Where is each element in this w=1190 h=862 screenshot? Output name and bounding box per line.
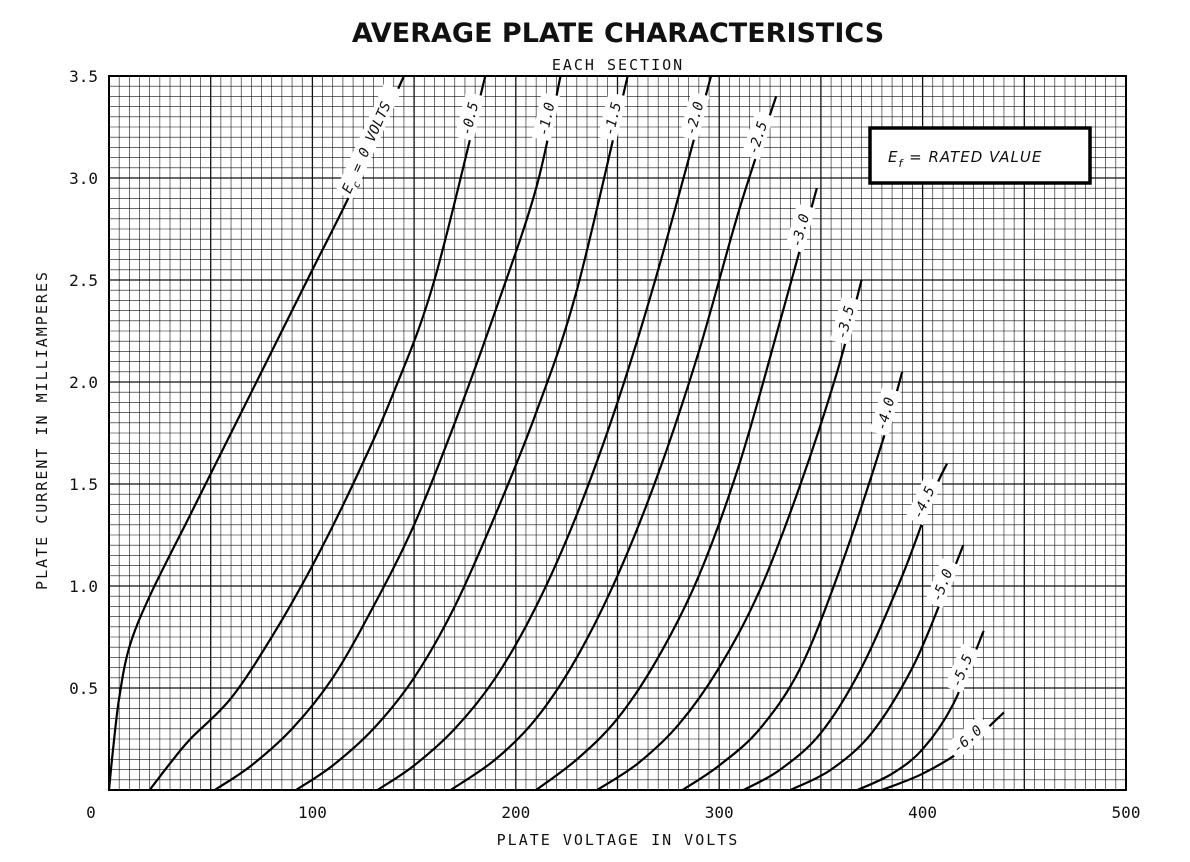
curve-label-1: -0.5 [459, 101, 483, 138]
note-prefix: E [888, 148, 898, 166]
curve-label-bg [905, 475, 943, 526]
curve-label-3: -1.5 [602, 101, 625, 138]
curve-label-8: -4.0 [874, 396, 899, 433]
y-tick-label: 3.0 [69, 169, 98, 188]
curve-series-0 [107, 75, 405, 791]
curve-series-1 [148, 75, 487, 791]
curve-label-bg [944, 643, 980, 694]
curve-label-7: -3.5 [834, 304, 858, 341]
curve-label-5: -2.5 [746, 120, 772, 157]
curve-series-3 [295, 75, 629, 791]
chart-subtitle: EACH SECTION [552, 56, 684, 74]
curve-label-bg [869, 386, 901, 437]
x-tick-label: 500 [1112, 803, 1141, 822]
chart-title: AVERAGE PLATE CHARACTERISTICS [352, 18, 884, 49]
note-text: Ef = RATED VALUE [888, 148, 1042, 170]
curve-series-6 [535, 187, 818, 791]
y-tick-label: 0.5 [69, 679, 98, 698]
curve-series-5 [450, 96, 778, 791]
note-subscript: f [898, 157, 904, 170]
curve-label-bg [944, 714, 992, 760]
plot-frame [108, 75, 1127, 791]
note-value: = RATED VALUE [903, 148, 1042, 166]
curve-label-bg [924, 558, 960, 608]
filament-note: Ef = RATED VALUE [868, 126, 1092, 185]
y-tick-label: 1.0 [69, 577, 98, 596]
curve-series-7 [596, 279, 863, 791]
curve-label-6: -3.0 [789, 212, 813, 249]
y-tick-label: 3.5 [69, 67, 98, 86]
curve-label-bg [679, 91, 710, 141]
curve-series-4 [376, 75, 713, 791]
curve-label-bg [830, 295, 861, 345]
y-axis-label: PLATE CURRENT IN MILLIAMPERES [33, 270, 51, 590]
curve-label-subscript: c [351, 180, 364, 190]
curves [107, 75, 1005, 792]
y-tick-label: 1.5 [69, 475, 98, 494]
y-tick-label: 2.5 [69, 271, 98, 290]
x-tick-labels: 0 100 200 300 400 500 [86, 803, 1140, 822]
curve-labels: Ec = 0 VOLTS -0.5 -1.0 -1.5 -2.0 -2.5 -3.0 -3.5… [334, 82, 992, 760]
x-tick-label: 400 [908, 803, 937, 822]
curve-label-bg [531, 92, 561, 142]
curve-label-value: = 0 VOLTS [345, 99, 394, 182]
y-tick-labels: 0.5 1.0 1.5 2.0 2.5 3.0 3.5 [69, 67, 98, 698]
curve-series-8 [681, 371, 904, 791]
curve-label-bg [784, 203, 816, 253]
x-tick-label: 0 [86, 803, 96, 822]
curve-label-bg [334, 82, 402, 200]
curve-series-2 [214, 75, 562, 791]
x-tick-label: 100 [298, 803, 327, 822]
curve-label-4: -2.0 [683, 100, 707, 137]
curve-label-2: -1.0 [536, 101, 559, 137]
curve-label-bg [454, 91, 485, 142]
curve-label-bg [741, 110, 774, 161]
curve-label-bg [597, 91, 627, 142]
y-tick-label: 2.0 [69, 373, 98, 392]
x-tick-label: 200 [501, 803, 530, 822]
note-box [868, 126, 1092, 185]
x-axis-label: PLATE VOLTAGE IN VOLTS [497, 831, 740, 849]
x-tick-label: 300 [705, 803, 734, 822]
